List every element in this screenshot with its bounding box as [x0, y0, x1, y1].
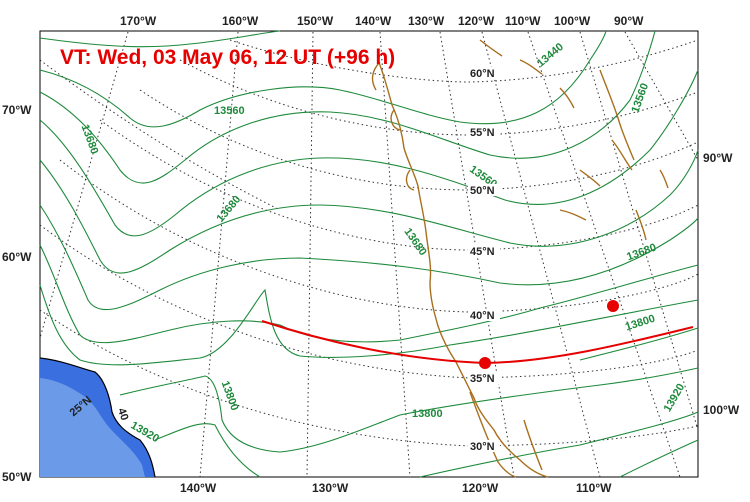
- lat-label-35: 35°N: [470, 373, 495, 385]
- lon-label: 100°W: [554, 14, 591, 28]
- lon-label: 140°W: [180, 481, 217, 495]
- lat-label-60: 60°N: [470, 68, 495, 80]
- lon-label: 100°W: [703, 403, 740, 417]
- trajectory-point: [479, 357, 491, 369]
- lat-label-55: 55°N: [470, 127, 495, 139]
- lon-label: 150°W: [297, 14, 334, 28]
- latitude-labels: 60°N 55°N 50°N 45°N 40°N 35°N 30°N 25°N …: [68, 67, 500, 453]
- lon-label: 120°W: [462, 481, 499, 495]
- lon-label: 130°W: [408, 14, 445, 28]
- right-lon-labels: 90°W 100°W: [703, 151, 740, 417]
- left-lon-labels: 70°W 60°W 50°W: [2, 103, 32, 484]
- lon-label: 90°W: [614, 14, 644, 28]
- lon-label: 50°W: [2, 470, 32, 484]
- lon-label: 60°W: [2, 250, 32, 264]
- lat-label-40: 40°N: [470, 310, 495, 322]
- lat-label-45: 45°N: [470, 246, 495, 258]
- coastline: [371, 39, 669, 478]
- contour-label: 13800: [412, 408, 443, 420]
- map-title: VT: Wed, 03 May 06, 12 UT (+96 h): [60, 46, 395, 69]
- lon-label: 120°W: [458, 14, 495, 28]
- trajectory: [261, 300, 694, 369]
- lon-label: 90°W: [703, 151, 733, 165]
- lon-label: 110°W: [576, 481, 612, 495]
- lon-label: 170°W: [120, 14, 157, 28]
- top-lon-labels: 170°W 160°W 150°W 140°W 130°W 120°W 110°…: [120, 14, 644, 28]
- lon-label: 140°W: [355, 14, 392, 28]
- map-frame: [39, 30, 699, 478]
- contour-label-40: 40: [115, 407, 130, 423]
- lat-label-50: 50°N: [470, 185, 495, 197]
- lat-label-30: 30°N: [470, 441, 495, 453]
- bottom-lon-labels: 140°W 130°W 120°W 110°W: [180, 481, 612, 495]
- lon-label: 160°W: [222, 14, 259, 28]
- ocean-shading: [39, 357, 156, 478]
- lon-label: 70°W: [2, 103, 32, 117]
- lon-label: 130°W: [312, 481, 349, 495]
- contour-label: 13560: [214, 105, 245, 117]
- trajectory-point: [607, 300, 619, 312]
- lon-label: 110°W: [505, 14, 541, 28]
